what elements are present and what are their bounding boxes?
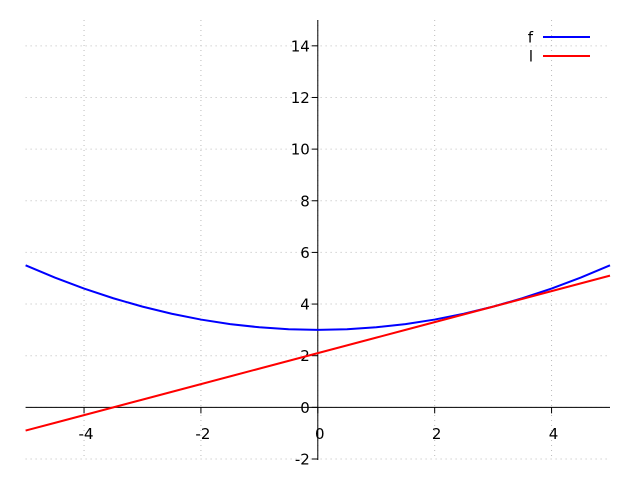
y-tick-label: 10 (291, 141, 310, 159)
series-line (25, 274, 611, 432)
legend-label: l (529, 48, 533, 66)
x-tick-label: -4 (79, 425, 94, 443)
y-tick-label: -2 (295, 451, 310, 469)
y-tick-label: 0 (300, 399, 310, 417)
x-tick-label: 2 (432, 425, 442, 443)
y-tick-label: 4 (300, 296, 310, 314)
y-tick-label: 6 (300, 244, 310, 262)
x-tick-label: -2 (195, 425, 210, 443)
y-tick-label: 8 (300, 192, 310, 210)
y-tick-label: 14 (291, 37, 310, 55)
y-tick-label: 12 (291, 89, 310, 107)
x-tick-label: 4 (549, 425, 559, 443)
legend-label: f (528, 29, 534, 47)
x-tick-label: 0 (315, 425, 325, 443)
